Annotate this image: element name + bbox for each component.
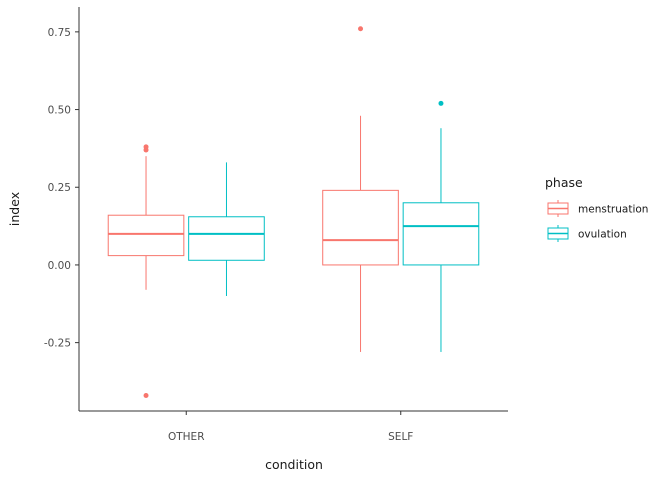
y-tick-label: 0.50 xyxy=(48,105,71,117)
iqr-box xyxy=(107,214,185,257)
outlier-point xyxy=(143,147,149,153)
y-tick-label: -0.25 xyxy=(44,338,71,350)
legend-label: menstruation xyxy=(578,204,648,216)
legend-label: ovulation xyxy=(578,229,627,241)
outlier-point xyxy=(438,100,444,106)
x-tick-label: SELF xyxy=(388,431,413,443)
legend-title: phase xyxy=(545,175,583,190)
axes xyxy=(78,7,508,412)
y-ticks: -0.25 0.00 0.25 0.50 0.75 xyxy=(44,27,79,350)
box-menstruation-self xyxy=(322,26,399,352)
boxes xyxy=(107,26,480,398)
x-axis-title: condition xyxy=(265,457,323,472)
legend-entry-menstruation: menstruation xyxy=(547,200,648,217)
iqr-box xyxy=(322,189,399,266)
x-tick-label: OTHER xyxy=(168,431,205,443)
iqr-box xyxy=(188,216,265,261)
legend-entry-ovulation: ovulation xyxy=(547,225,627,242)
y-tick-label: 0.00 xyxy=(48,260,71,272)
iqr-box xyxy=(402,202,480,266)
y-tick-label: 0.75 xyxy=(48,27,71,39)
y-axis-title: index xyxy=(7,192,22,226)
outlier-point xyxy=(358,26,364,32)
x-ticks: OTHER SELF xyxy=(168,411,413,443)
legend: phase menstruation ovulation xyxy=(545,175,648,242)
box-menstruation-other xyxy=(107,144,185,398)
box-ovulation-other xyxy=(188,162,265,297)
y-tick-label: 0.25 xyxy=(48,182,71,194)
box-ovulation-self xyxy=(402,100,480,352)
outlier-point xyxy=(143,392,149,398)
